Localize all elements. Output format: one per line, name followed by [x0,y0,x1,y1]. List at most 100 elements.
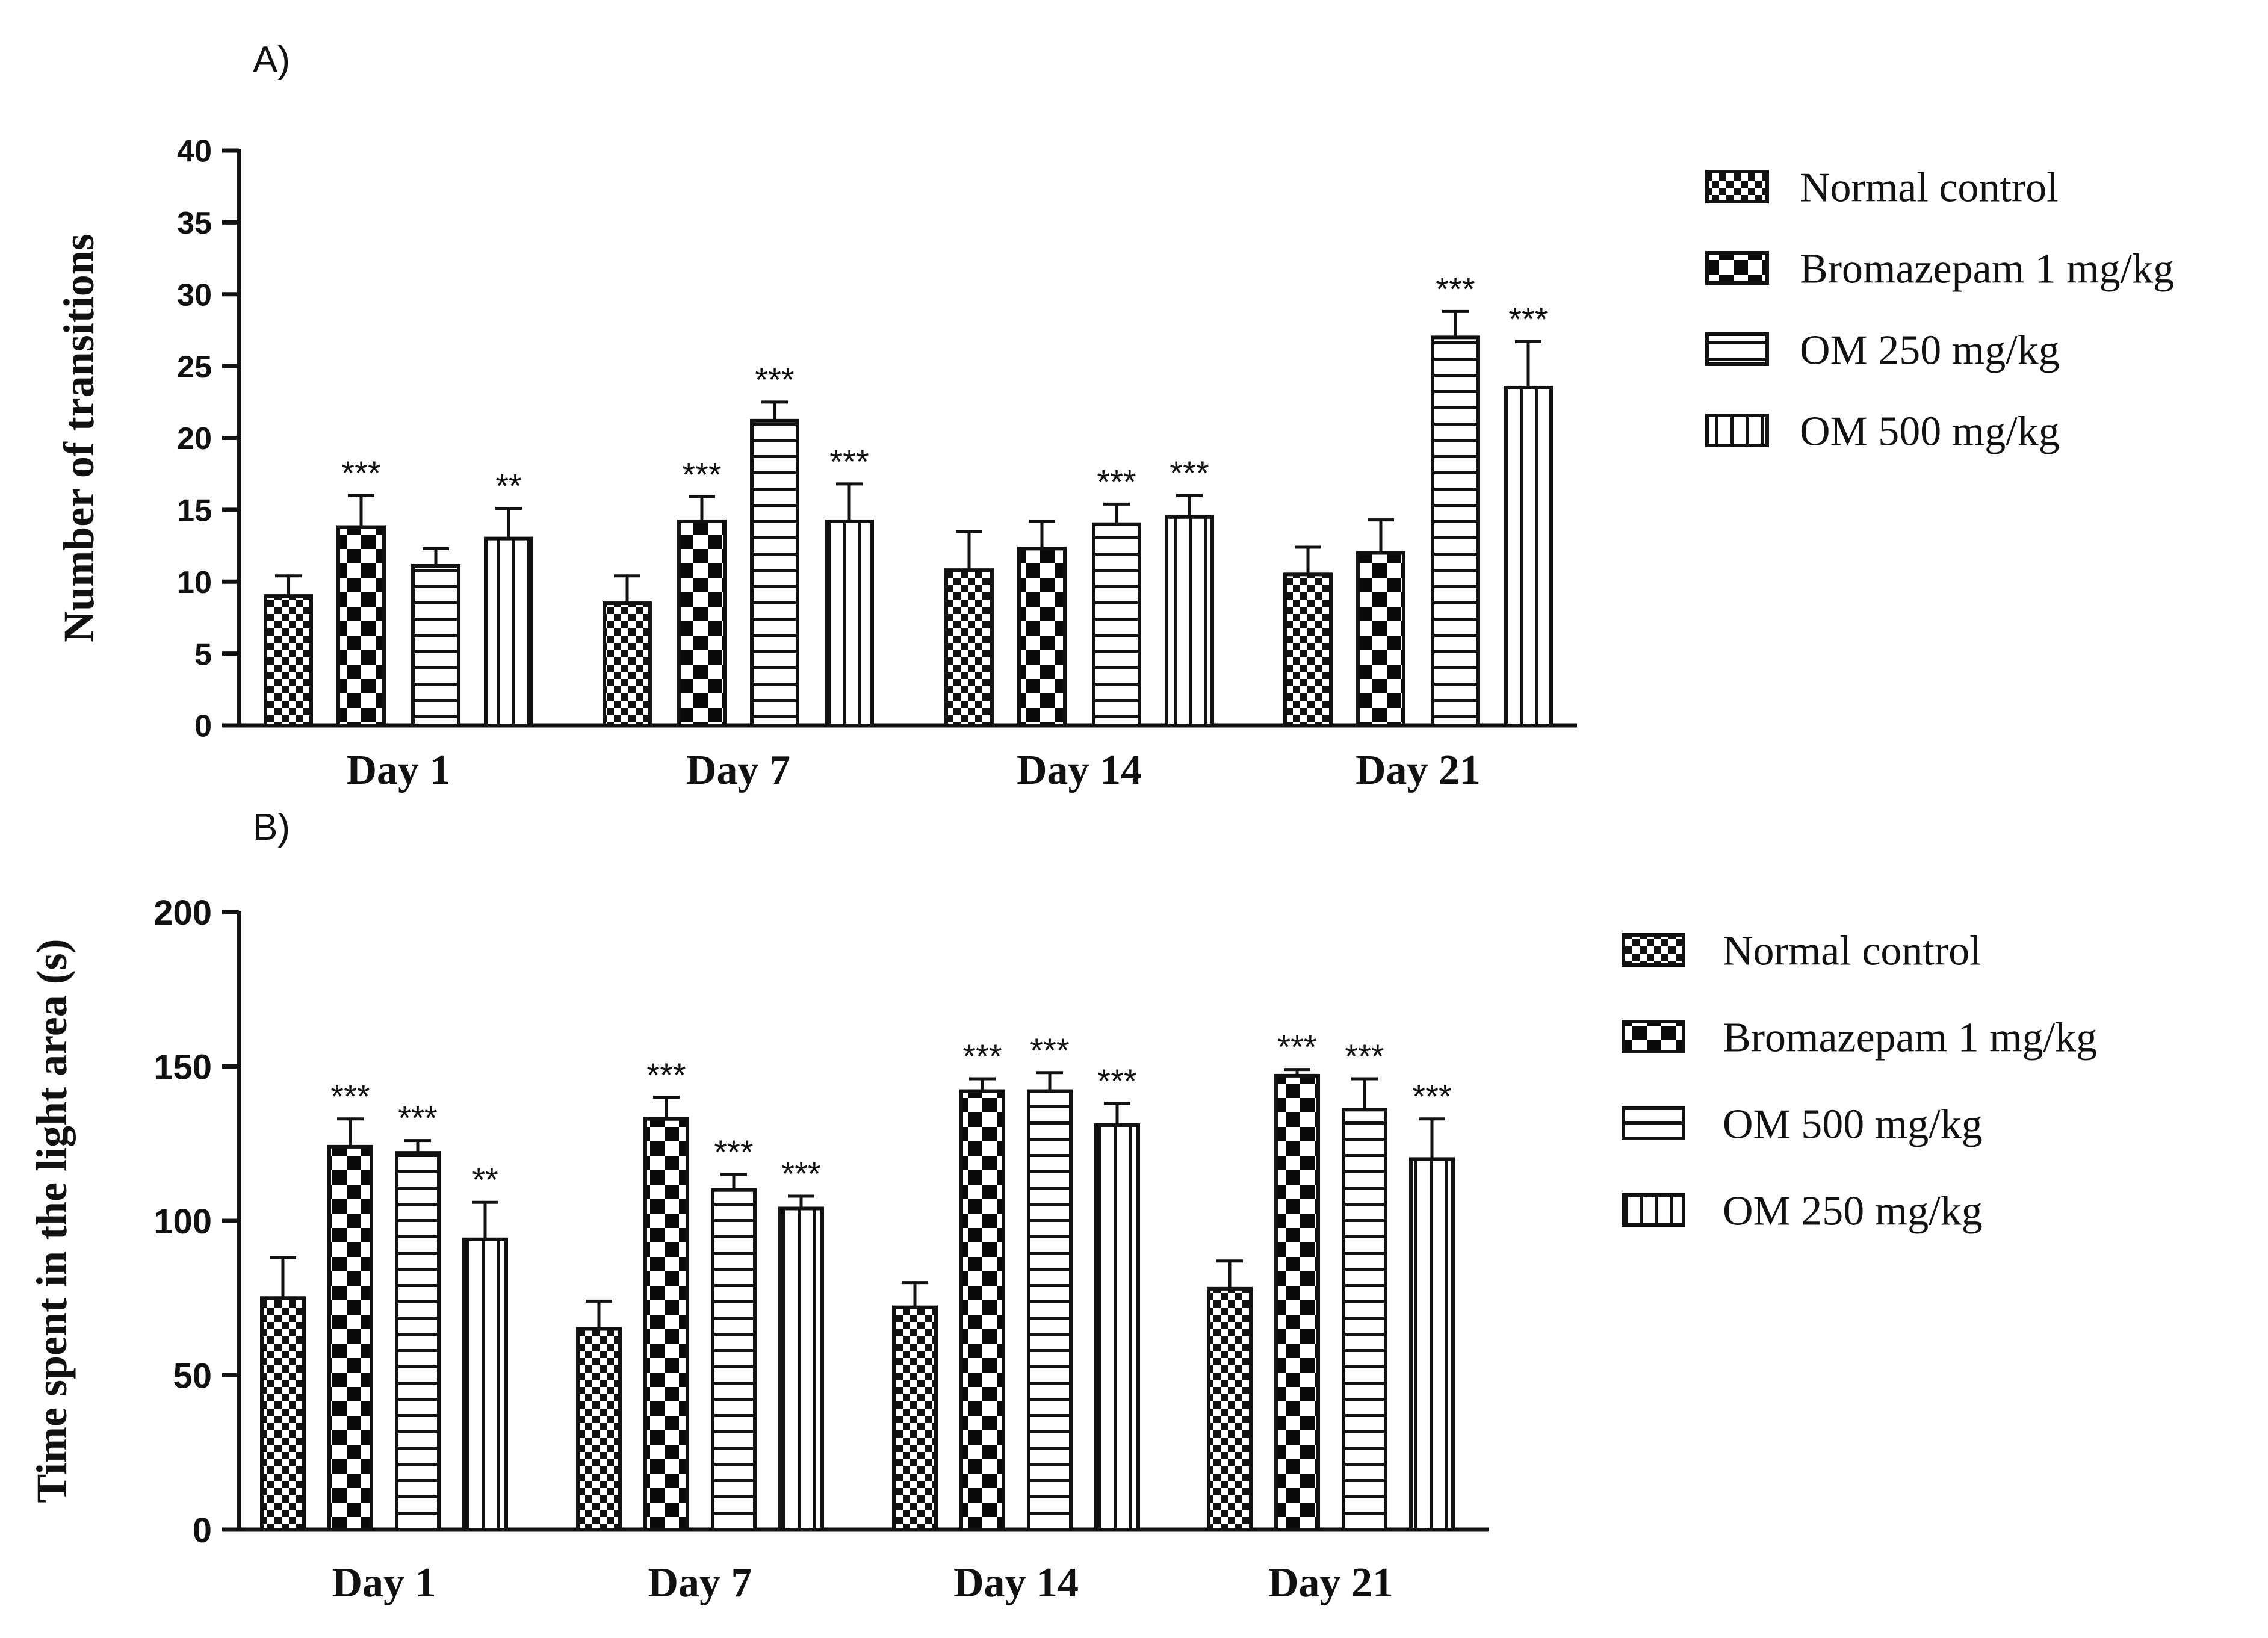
significance-label: *** [1345,1037,1384,1075]
y-tick-label: 0 [193,1511,212,1550]
y-tick-label: 150 [153,1047,212,1087]
panel-label: A) [253,39,290,81]
bar [603,601,652,727]
bar [260,1296,306,1531]
bar [264,594,313,727]
bar [1274,1073,1320,1531]
bar [1027,1089,1073,1532]
x-tick-label: Day 7 [648,1560,752,1606]
y-tick-label: 40 [177,134,212,169]
bar [411,563,460,727]
significance-label: *** [1097,462,1136,500]
bar [1431,335,1480,727]
legend: Normal control Bromazepam 1 mg/kg OM 500 m… [1622,928,2097,1235]
y-tick-label: 5 [194,637,212,672]
bar [711,1188,757,1531]
significance-label: *** [962,1037,1002,1075]
legend-swatch [1622,1106,1685,1140]
bar [1504,385,1553,727]
x-tick-label: Day 1 [332,1560,436,1606]
bar [1094,1123,1140,1531]
y-tick-label: 50 [173,1356,212,1395]
panel-a: A) 0 5 10 15 20 25 30 35 40 Number of transitions D… [55,39,2174,793]
significance-label: *** [1508,300,1548,338]
significance-label: ** [472,1161,498,1199]
legend: Normal control Bromazepam 1 mg/kg OM 250 m… [1705,165,2174,455]
significance-label: *** [341,454,380,492]
significance-label: *** [714,1133,753,1171]
x-tick-label: Day 14 [1017,747,1142,793]
legend-swatch [1622,1020,1685,1053]
y-axis-title: Number of transitions [55,234,103,642]
x-tick-label: Day 21 [1268,1560,1393,1606]
bar [1165,515,1214,727]
x-tick-label: Day 14 [953,1560,1079,1606]
bar [643,1117,689,1531]
significance-label: *** [1097,1062,1136,1100]
bar [1342,1108,1387,1531]
bar [395,1151,441,1531]
significance-label: *** [755,361,794,399]
bar [944,568,994,728]
y-tick-label: 30 [177,278,212,312]
legend-label: OM 500 mg/kg [1723,1102,1983,1148]
legend-label: Bromazepam 1 mg/kg [1800,246,2174,293]
significance-label: *** [1412,1078,1451,1115]
bar [1283,572,1333,727]
significance-label: *** [1030,1031,1069,1069]
bar [336,525,386,728]
significance-label: *** [781,1155,820,1193]
significance-label: *** [1277,1028,1316,1066]
bar [959,1089,1005,1532]
significance-label: *** [829,442,869,480]
legend-label: Bromazepam 1 mg/kg [1723,1015,2097,1061]
bar [778,1206,824,1531]
bar [677,519,727,727]
legend-swatch [1705,332,1769,366]
legend-label: OM 250 mg/kg [1723,1188,1983,1235]
bar [1409,1157,1455,1531]
legend-swatch [1705,414,1769,447]
legend-swatch [1705,251,1769,285]
panel-b: B) 0 50 100 150 200 Time spent in the light ar… [28,807,2097,1606]
legend-label: OM 250 mg/kg [1800,327,2060,374]
bar [327,1144,373,1531]
significance-label: *** [398,1099,437,1137]
bar [825,519,874,727]
y-tick-label: 0 [194,709,212,744]
bar [1092,522,1141,727]
significance-label: ** [495,467,522,504]
y-tick-label: 15 [177,494,212,529]
y-tick-label: 100 [153,1202,212,1241]
significance-label: *** [330,1078,370,1115]
legend-swatch [1622,1193,1685,1227]
y-tick-label: 25 [177,350,212,385]
significance-label: *** [1436,270,1475,308]
x-tick-label: Day 7 [686,747,790,793]
y-tick-label: 10 [177,565,212,600]
bar [1207,1286,1253,1532]
y-tick-label: 20 [177,421,212,456]
legend-swatch [1622,933,1685,967]
x-tick-label: Day 21 [1356,747,1481,793]
x-tick-label: Day 1 [346,747,450,793]
legend-label: Normal control [1800,165,2059,211]
legend-swatch [1705,170,1769,203]
legend-label: OM 500 mg/kg [1800,409,2060,455]
legend-label: Normal control [1723,928,1981,975]
y-tick-label: 200 [153,893,212,932]
bar [484,536,533,727]
bar [750,418,799,727]
significance-label: *** [1170,454,1209,492]
bar [892,1305,938,1531]
bar [576,1327,622,1532]
panel-label: B) [253,807,290,848]
y-axis-title: Time spent in the light area (s) [28,938,76,1503]
y-tick-label: 35 [177,206,212,241]
significance-label: *** [646,1056,686,1094]
bar [462,1237,508,1532]
bar [1017,547,1067,728]
bar [1356,551,1405,727]
significance-label: *** [682,455,721,493]
